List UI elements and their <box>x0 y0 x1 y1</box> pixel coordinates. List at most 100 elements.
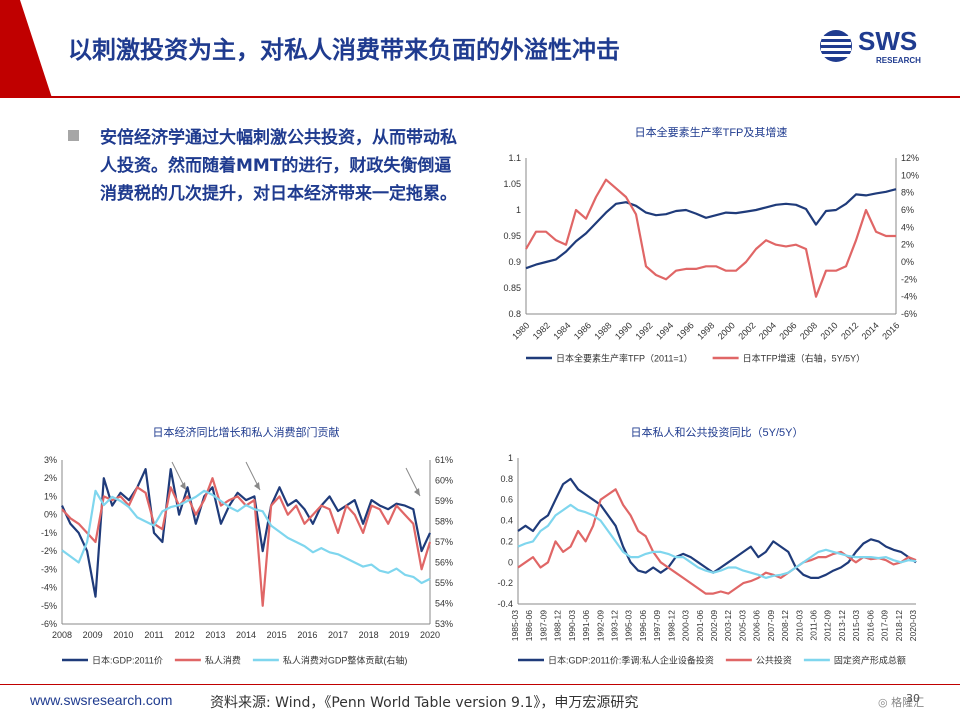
x-tick-label: 2012-09 <box>823 610 833 641</box>
legend-label-3: 私人消费对GDP整体贡献(右轴) <box>283 655 408 666</box>
y2-tick-label: 56% <box>435 558 453 568</box>
x-tick-label: 2016 <box>880 320 901 341</box>
y-tick-label: 1.1 <box>508 153 521 163</box>
y-tick-label: 0% <box>44 510 57 520</box>
chart-title: 日本全要素生产率TFP及其增速 <box>635 125 788 139</box>
x-tick-label: 2010 <box>113 630 133 640</box>
series-line-1 <box>517 477 917 579</box>
y2-tick-label: 54% <box>435 599 453 609</box>
x-tick-label: 1997-09 <box>652 610 662 641</box>
x-tick-label: 1982 <box>531 320 552 341</box>
x-tick-label: 1986 <box>572 320 593 341</box>
y2-tick-label: 2% <box>901 240 914 250</box>
chart-title: 日本经济同比增长和私人消费部门贡献 <box>153 425 340 439</box>
x-tick-label: 1998-12 <box>666 610 676 641</box>
page-number: 30 <box>906 692 920 705</box>
chart-title: 日本私人和公共投资同比（5Y/5Y） <box>631 425 804 439</box>
y-tick-label: 0 <box>508 557 513 567</box>
invest-chart: 日本私人和公共投资同比（5Y/5Y） 1 0.8 0.6 0.4 0.2 0 -0.2 -0.4… <box>497 425 918 666</box>
x-tick-label: 2015 <box>267 630 287 640</box>
y2-tick-label: -2% <box>901 274 917 284</box>
x-tick-label: 2017-09 <box>880 610 890 641</box>
y-tick-label: -5% <box>41 601 57 611</box>
x-tick-label: 1994 <box>654 320 675 341</box>
legend-label-1: 日本:GDP:2011价 <box>92 655 163 666</box>
y-tick-label: -4% <box>41 583 57 593</box>
x-tick-label: 2008-12 <box>780 610 790 641</box>
x-tick-label: 2002 <box>736 320 757 341</box>
legend-label-2: 日本TFP增速（右轴，5Y/5Y） <box>743 353 866 364</box>
series-line-3 <box>517 503 917 579</box>
y2-tick-label: 61% <box>435 455 453 465</box>
header-divider <box>0 96 960 98</box>
x-tick-label: 1985-03 <box>510 610 520 641</box>
x-tick-label: 2020-03 <box>908 610 918 641</box>
x-tick-label: 2009 <box>83 630 103 640</box>
x-tick-label: 2004 <box>757 320 778 341</box>
series-line-1 <box>525 188 897 270</box>
y-tick-label: 0.95 <box>503 231 521 241</box>
x-tick-label: 1984 <box>551 320 572 341</box>
y-tick-label: 1.05 <box>503 179 521 189</box>
x-tick-label: 1992 <box>634 320 655 341</box>
x-tick-label: 2016-06 <box>865 610 875 641</box>
y2-tick-label: 6% <box>901 205 914 215</box>
y-tick-label: 2% <box>44 473 57 483</box>
y2-tick-label: -6% <box>901 309 917 319</box>
footer-divider <box>0 684 960 685</box>
y-tick-label: 1 <box>516 205 521 215</box>
y-tick-label: 3% <box>44 455 57 465</box>
x-tick-label: 2015-03 <box>851 610 861 641</box>
y-tick-label: 0.6 <box>500 495 513 505</box>
x-tick-label: 2005-03 <box>737 610 747 641</box>
x-tick-label: 1990 <box>613 320 634 341</box>
y-tick-label: -1% <box>41 528 57 538</box>
x-tick-label: 2003-12 <box>723 610 733 641</box>
series-line-2 <box>517 488 917 595</box>
x-tick-label: 2014 <box>236 630 256 640</box>
x-tick-label: 1998 <box>695 320 716 341</box>
x-tick-label: 2011-06 <box>809 610 819 641</box>
watermark-text: 格隆汇 <box>891 696 925 709</box>
x-tick-label: 2010 <box>819 320 840 341</box>
legend-label-3: 固定资产形成总额 <box>834 655 906 666</box>
x-tick-label: 2008 <box>52 630 72 640</box>
x-tick-label: 2017 <box>328 630 348 640</box>
x-tick-label: 1996 <box>675 320 696 341</box>
y2-tick-label: -4% <box>901 292 917 302</box>
x-tick-label: 2006-06 <box>752 610 762 641</box>
x-tick-label: 2010-03 <box>794 610 804 641</box>
logo-text: SWS <box>858 26 918 56</box>
y2-tick-label: 10% <box>901 170 919 180</box>
x-tick-label: 2000-03 <box>681 610 691 641</box>
header-red-accent <box>0 0 52 98</box>
y-tick-label: 0.9 <box>508 257 521 267</box>
y-tick-label: -3% <box>41 564 57 574</box>
x-tick-label: 1995-03 <box>624 610 634 641</box>
x-tick-label: 2020 <box>420 630 440 640</box>
logo-subtext: RESEARCH <box>876 56 921 65</box>
series-line-3 <box>61 489 431 585</box>
x-tick-label: 2013 <box>205 630 225 640</box>
x-tick-label: 1986-06 <box>524 610 534 641</box>
y-tick-label: 1 <box>508 453 513 463</box>
y-tick-label: 0.8 <box>500 474 513 484</box>
y-tick-label: 0.4 <box>500 516 513 526</box>
y2-tick-label: 55% <box>435 578 453 588</box>
x-tick-label: 2012 <box>175 630 195 640</box>
watermark-icon: ◎ <box>878 696 892 709</box>
x-tick-label: 1988-12 <box>553 610 563 641</box>
series-line-1 <box>61 467 431 598</box>
footer-url[interactable]: www.swsresearch.com <box>30 692 173 708</box>
y2-tick-label: 57% <box>435 537 453 547</box>
x-tick-label: 2007-09 <box>766 610 776 641</box>
y2-tick-label: 60% <box>435 476 453 486</box>
y2-tick-label: 12% <box>901 153 919 163</box>
y-tick-label: -6% <box>41 619 57 629</box>
x-tick-label: 1987-09 <box>538 610 548 641</box>
x-tick-label: 2001-06 <box>695 610 705 641</box>
legend-label-2: 公共投资 <box>756 655 792 666</box>
annotation-arrowhead-3 <box>414 488 420 496</box>
x-tick-label: 1990-03 <box>567 610 577 641</box>
y-tick-label: -0.2 <box>497 578 513 588</box>
